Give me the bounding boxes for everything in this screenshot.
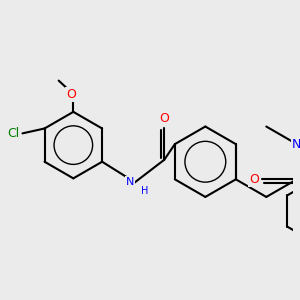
Text: O: O [159,112,169,124]
Text: O: O [66,88,76,101]
Text: N: N [292,138,300,151]
Text: N: N [126,177,134,187]
Text: H: H [141,186,148,196]
Text: Cl: Cl [7,127,20,140]
Text: O: O [249,173,259,186]
